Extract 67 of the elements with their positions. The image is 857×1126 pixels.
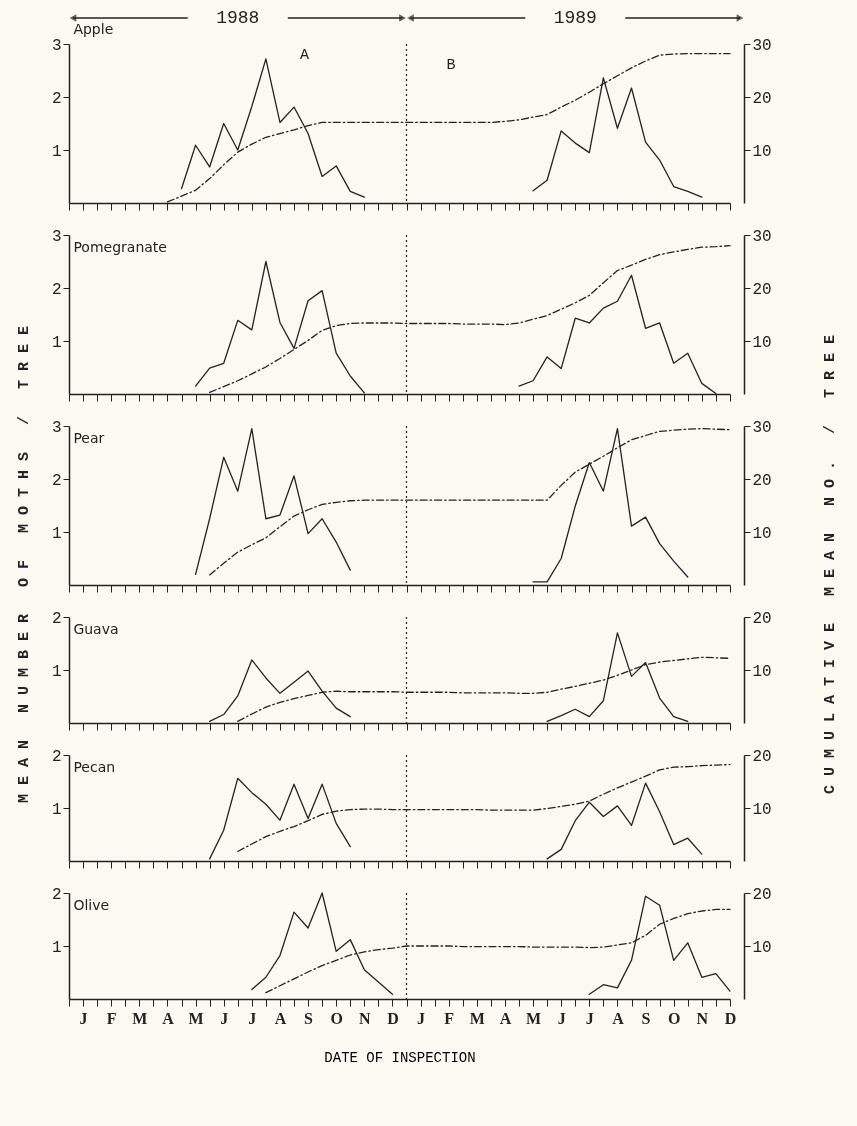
x-tick-label: A <box>162 1009 175 1027</box>
y2-tick-label: 10 <box>752 333 772 352</box>
y2-tick-label: 10 <box>752 142 772 161</box>
y2-tick-label: 30 <box>752 418 772 437</box>
x-tick-label: F <box>444 1009 455 1027</box>
x-tick-label: J <box>417 1009 426 1027</box>
x-tick-label: D <box>724 1009 737 1027</box>
y-tick-label: 2 <box>51 747 62 766</box>
x-tick-label: M <box>188 1009 204 1027</box>
x-tick-label: A <box>612 1009 625 1027</box>
chart-title: Pear <box>73 430 105 446</box>
x-tick-label: N <box>696 1009 709 1027</box>
y-tick-label: 2 <box>51 609 62 628</box>
x-tick-label: A <box>274 1009 287 1027</box>
y-axis-title: MEAN NUMBER OF MOTHS / TREE <box>15 316 33 804</box>
x-tick-label: M <box>526 1009 542 1027</box>
x-tick-label: M <box>469 1009 485 1027</box>
y-tick-label: 2 <box>51 885 62 904</box>
annotation: B <box>446 57 456 74</box>
y2-tick-label: 20 <box>752 280 772 299</box>
y2-tick-label: 10 <box>752 524 772 543</box>
x-tick-label: O <box>667 1009 681 1027</box>
y-tick-label: 3 <box>51 36 62 55</box>
x-axis-title: DATE OF INSPECTION <box>324 1049 476 1066</box>
chart-title: Pomegranate <box>73 239 167 255</box>
y2-tick-label: 10 <box>752 662 772 681</box>
chart-title: Apple <box>73 21 114 37</box>
chart-title: Olive <box>73 897 110 913</box>
y2-tick-label: 20 <box>752 471 772 490</box>
y-tick-label: 2 <box>51 471 62 490</box>
y2-tick-label: 20 <box>752 885 772 904</box>
x-tick-label: S <box>304 1009 314 1027</box>
chart-title: Guava <box>73 621 119 637</box>
y2-tick-label: 30 <box>752 36 772 55</box>
text: 1989 <box>553 8 597 28</box>
x-tick-label: J <box>248 1009 257 1027</box>
annotation: A <box>299 47 309 64</box>
y-tick-label: 3 <box>51 418 62 437</box>
x-tick-label: J <box>79 1009 88 1027</box>
y2-tick-label: 20 <box>752 89 772 108</box>
x-tick-label: M <box>132 1009 148 1027</box>
x-tick-label: S <box>641 1009 651 1027</box>
y-tick-label: 1 <box>51 938 62 957</box>
y2-tick-label: 10 <box>752 800 772 819</box>
x-tick-label: J <box>585 1009 594 1027</box>
x-tick-label: O <box>330 1009 343 1027</box>
y-tick-label: 1 <box>51 524 62 543</box>
y2-tick-label: 10 <box>752 938 772 957</box>
y-tick-label: 1 <box>51 800 62 819</box>
y2-tick-label: 30 <box>752 227 772 246</box>
y-tick-label: 1 <box>51 142 62 161</box>
y2-tick-label: 20 <box>752 747 772 766</box>
x-tick-label: J <box>220 1009 229 1027</box>
x-tick-label: F <box>106 1009 117 1027</box>
x-tick-label: D <box>387 1009 399 1027</box>
x-tick-label: A <box>499 1009 512 1027</box>
y-tick-label: 1 <box>51 333 62 352</box>
x-tick-label: J <box>557 1009 566 1027</box>
text: 1988 <box>216 8 260 28</box>
x-tick-label: N <box>359 1009 372 1027</box>
y-tick-label: 2 <box>51 280 62 299</box>
y2-tick-label: 20 <box>752 609 772 628</box>
y-tick-label: 3 <box>51 227 62 246</box>
y-tick-label: 2 <box>51 89 62 108</box>
chart-title: Pecan <box>73 759 116 775</box>
y2-axis-title: CUMULATIVE MEAN NO. / TREE <box>821 325 839 795</box>
y-tick-label: 1 <box>51 662 62 681</box>
